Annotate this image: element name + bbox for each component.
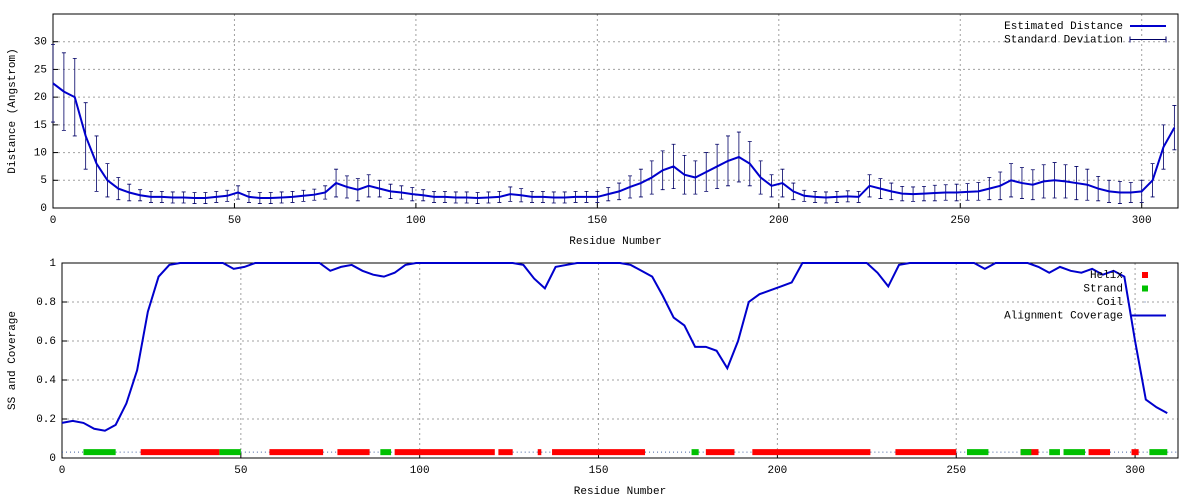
data-line: [61, 262, 1168, 432]
legend-label: Strand: [1083, 283, 1123, 295]
x-tick-label: 50: [234, 465, 247, 477]
x-tick-label: 300: [1125, 465, 1145, 477]
plot-frame: [61, 262, 1179, 459]
legend-label: Helix: [1090, 270, 1123, 282]
y-tick-label: 1: [49, 258, 56, 270]
x-tick-label: 200: [769, 215, 789, 227]
y-axis-label: Distance (Angstrom): [7, 48, 19, 173]
y-tick-label: 0.2: [36, 414, 56, 426]
x-tick-label: 100: [410, 465, 430, 477]
legend-swatch: [1144, 301, 1146, 303]
x-tick-label: 0: [59, 465, 66, 477]
y-tick-label: 10: [34, 147, 47, 159]
legend-swatch: [1129, 36, 1167, 43]
x-axis-label: Residue Number: [574, 486, 666, 498]
x-tick-label: 200: [767, 465, 787, 477]
x-tick-label: 0: [50, 215, 57, 227]
y-tick-label: 0: [40, 203, 47, 215]
legend-label: Estimated Distance: [1004, 21, 1123, 33]
data-line: [52, 82, 1176, 200]
y-tick-label: 20: [34, 92, 47, 104]
x-tick-label: 150: [589, 465, 609, 477]
y-tick-label: 15: [34, 120, 47, 132]
x-tick-label: 50: [228, 215, 241, 227]
legend-swatch: [1142, 272, 1148, 278]
y-axis-label: SS and Coverage: [7, 311, 19, 410]
legend-label: Coil: [1097, 297, 1123, 309]
x-tick-label: 100: [406, 215, 426, 227]
y-tick-label: 0.4: [36, 375, 56, 387]
x-tick-label: 150: [587, 215, 607, 227]
x-tick-label: 250: [946, 465, 966, 477]
legend-swatch: [1142, 285, 1148, 292]
y-tick-label: 0.8: [36, 297, 56, 309]
y-tick-label: 0: [49, 453, 56, 465]
y-tick-label: 30: [34, 37, 47, 49]
x-tick-label: 300: [1132, 215, 1152, 227]
x-axis-label: Residue Number: [569, 236, 661, 248]
legend-label: Standard Deviation: [1004, 34, 1123, 46]
y-tick-label: 5: [40, 175, 47, 187]
x-tick-label: 250: [950, 215, 970, 227]
y-tick-label: 0.6: [36, 336, 56, 348]
y-tick-label: 25: [34, 64, 47, 76]
legend-label: Alignment Coverage: [1004, 310, 1123, 322]
